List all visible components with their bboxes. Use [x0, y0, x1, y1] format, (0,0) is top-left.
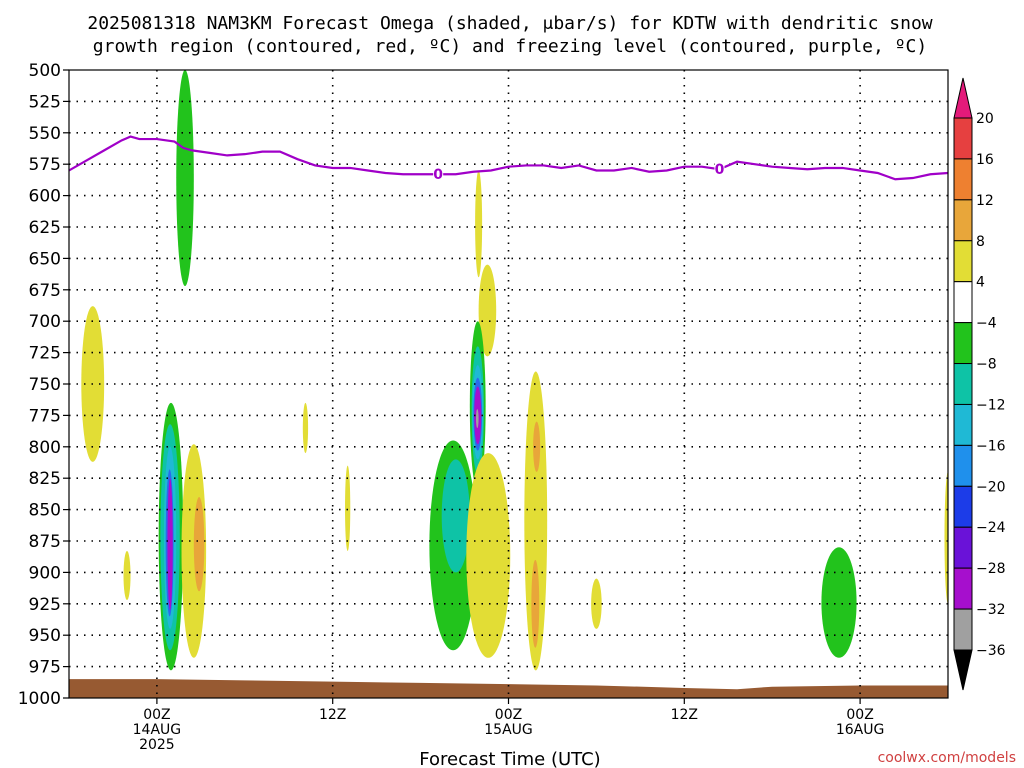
colorbar-label-4: 4: [976, 275, 985, 291]
colorbar-swatch-7: [953, 363, 973, 405]
y-tick-label-13: 825: [29, 469, 61, 489]
colorbar-swatch-13: [953, 608, 973, 651]
omega-region-24: [533, 421, 541, 472]
omega-region-7: [167, 478, 173, 611]
y-tick-label-2: 550: [29, 124, 61, 144]
x-tick-label-2-1: 15AUG: [484, 722, 533, 738]
omega-region-13: [478, 264, 497, 357]
omega-region-22: [466, 453, 511, 658]
y-tick-label-14: 850: [29, 501, 61, 521]
colorbar-label-11: −28: [976, 561, 1006, 577]
terrain-fill: [69, 679, 948, 698]
colorbar-top-arrow: [953, 77, 973, 119]
y-tick-label-17: 925: [29, 595, 61, 615]
omega-shading: [81, 70, 948, 671]
chart-title-line2: growth region (contoured, red, ºC) and f…: [93, 36, 927, 57]
y-tick-label-15: 875: [29, 532, 61, 552]
colorbar-swatch-10: [953, 485, 973, 528]
colorbar-label-2: 12: [976, 193, 994, 209]
colorbar-label-6: −8: [976, 357, 997, 373]
colorbar-label-5: −4: [976, 316, 997, 332]
y-tick-label-18: 950: [29, 626, 61, 646]
y-tick-label-12: 800: [29, 438, 61, 458]
y-tick-label-20: 1000: [18, 689, 61, 709]
colorbar-label-12: −32: [976, 602, 1006, 618]
y-tick-label-3: 575: [29, 155, 61, 175]
colorbar-label-8: −16: [976, 438, 1006, 454]
x-tick-label-0-1: 14AUG: [133, 722, 182, 738]
colorbar-swatch-2: [953, 158, 973, 201]
x-tick-label-4-0: 00Z: [846, 707, 873, 723]
colorbar-label-13: −36: [976, 643, 1006, 659]
omega-region-12: [475, 170, 483, 278]
y-tick-label-10: 750: [29, 375, 61, 395]
colorbar: 20 16 12 8 4 −4 −8 −12 −16 −20 −24 −28 −32 −36: [953, 77, 1006, 691]
freezing-level-label-0: 0: [433, 167, 443, 183]
colorbar-swatch-6: [953, 322, 973, 365]
colorbar-label-7: −12: [976, 397, 1006, 413]
colorbar-swatch-5: [953, 281, 973, 324]
freezing-level-line: [69, 135, 948, 181]
y-tick-label-5: 625: [29, 218, 61, 238]
omega-region-16: [441, 459, 470, 573]
omega-region-9: [193, 497, 205, 592]
omega-region-8: [181, 444, 207, 658]
colorbar-bottom-arrow: [953, 649, 973, 691]
x-tick-label-4-1: 16AUG: [836, 722, 885, 738]
terrain: [69, 679, 948, 698]
y-tick-label-1: 525: [29, 92, 61, 112]
colorbar-label-0: 20: [976, 111, 994, 127]
x-axis-label: Forecast Time (UTC): [419, 749, 600, 768]
y-tick-label-6: 650: [29, 249, 61, 269]
omega-region-0: [176, 70, 194, 287]
y-tick-label-19: 975: [29, 658, 61, 678]
freezing-label-bg-1: [714, 162, 725, 176]
omega-region-2: [123, 551, 131, 601]
colorbar-swatch-3: [953, 199, 973, 242]
x-tick-label-1-0: 12Z: [319, 707, 346, 723]
colorbar-swatch-4: [953, 240, 973, 283]
omega-region-21: [475, 409, 479, 428]
colorbar-label-1: 16: [976, 152, 994, 168]
colorbar-swatch-11: [953, 526, 973, 569]
colorbar-swatch-9: [953, 444, 973, 487]
colorbar-label-9: −20: [976, 479, 1006, 495]
colorbar-swatch-8: [953, 403, 973, 446]
colorbar-swatch-1: [953, 117, 973, 160]
chart-title-line1: 2025081318 NAM3KM Forecast Omega (shaded…: [87, 13, 932, 34]
y-tick-label-7: 675: [29, 281, 61, 301]
x-tick-label-0-0: 00Z: [143, 707, 170, 723]
y-tick-label-4: 600: [29, 187, 61, 207]
y-tick-label-16: 900: [29, 563, 61, 583]
y-axis-ticks: 500 525 550 575 600 625 650 675 700 725 750 775 800 8…: [18, 61, 69, 709]
freezing-level-label-1: 0: [715, 162, 725, 178]
x-tick-label-3-0: 12Z: [671, 707, 698, 723]
omega-region-26: [591, 578, 602, 629]
omega-region-11: [345, 465, 351, 552]
y-tick-label-0: 500: [29, 61, 61, 81]
omega-region-23: [524, 371, 548, 671]
x-tick-label-2-0: 00Z: [495, 707, 522, 723]
x-tick-label-0-2: 2025: [139, 737, 175, 753]
y-tick-label-11: 775: [29, 406, 61, 426]
freezing-label-bg-0: [433, 167, 444, 181]
y-tick-label-8: 700: [29, 312, 61, 332]
credit-text: coolwx.com/models: [878, 750, 1016, 766]
omega-region-10: [302, 402, 309, 454]
colorbar-label-3: 8: [976, 234, 985, 250]
y-tick-label-9: 725: [29, 344, 61, 364]
omega-region-28: [944, 471, 948, 604]
colorbar-swatch-12: [953, 567, 973, 610]
omega-region-27: [821, 547, 857, 658]
colorbar-label-10: −24: [976, 520, 1006, 536]
